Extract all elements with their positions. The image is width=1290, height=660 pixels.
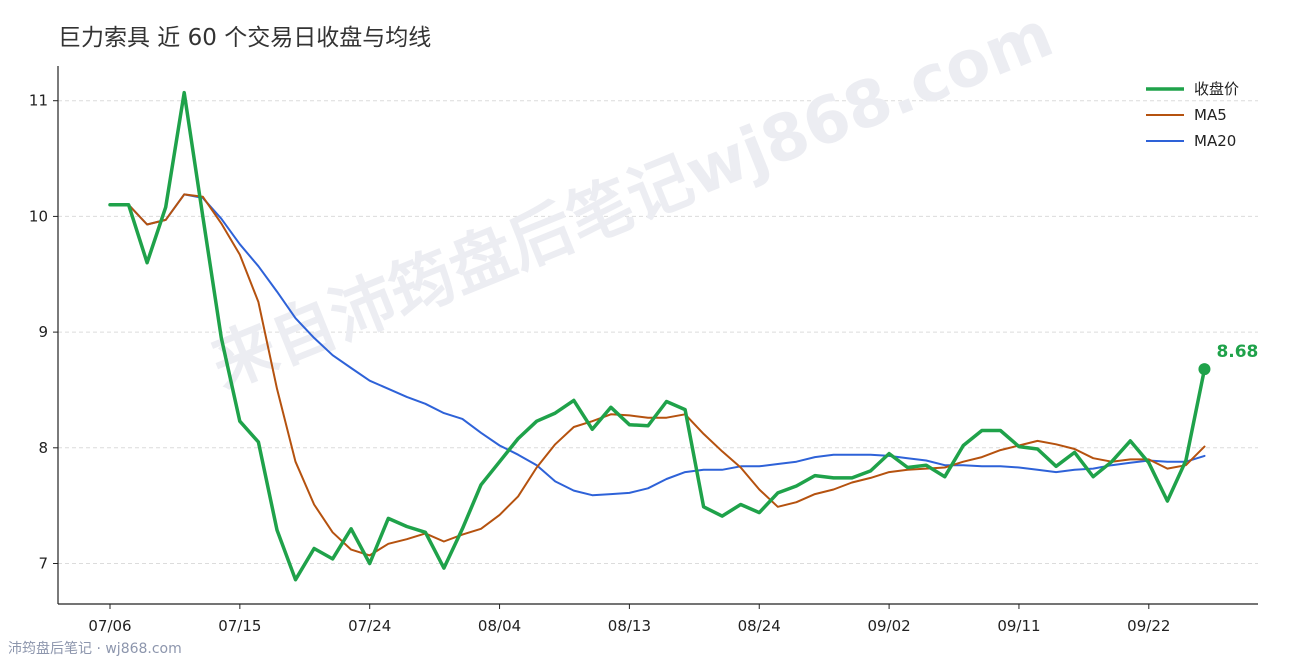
series-line-close: [108, 90, 1207, 582]
last-value-label: 8.68: [1216, 342, 1258, 362]
legend-label: MA20: [1194, 132, 1236, 150]
y-tick-label: 11: [29, 92, 48, 110]
y-tick-label: 10: [29, 207, 48, 225]
watermark: 来自沛筠盘后笔记wj868.com: [201, 0, 1063, 403]
x-tick-label: 08/04: [478, 617, 521, 635]
x-tick-label: 09/22: [1127, 617, 1170, 635]
axes: 7 8 9 10 11 07/06 07/15 07/24 08/04 08/13 08/24 09/…: [29, 66, 1258, 635]
legend-label: 收盘价: [1194, 80, 1239, 98]
y-tick-label: 7: [38, 555, 48, 573]
x-tick-label: 07/06: [88, 617, 131, 635]
y-tick-label: 9: [38, 323, 48, 341]
chart-title: 巨力索具 近 60 个交易日收盘与均线: [58, 25, 431, 51]
x-tick-label: 08/24: [738, 617, 781, 635]
last-point-marker: [1198, 363, 1211, 376]
footer-source-text: 沛筠盘后笔记 · wj868.com: [8, 640, 182, 657]
watermark-text: 来自沛筠盘后笔记wj868.com: [201, 0, 1063, 403]
x-tick-label: 07/15: [218, 617, 261, 635]
y-tick-label: 8: [38, 439, 48, 457]
x-tick-label: 09/11: [997, 617, 1040, 635]
legend-label: MA5: [1194, 106, 1227, 124]
x-tick-label: 07/24: [348, 617, 391, 635]
x-tick-label: 08/13: [608, 617, 651, 635]
annotations: 8.68: [1198, 342, 1258, 376]
series-line-ma20: [109, 193, 1206, 497]
legend: 收盘价 MA5 MA20: [1146, 80, 1239, 150]
series-lines: [108, 90, 1207, 582]
x-tick-label: 09/02: [867, 617, 910, 635]
series-line-ma5: [109, 193, 1206, 557]
